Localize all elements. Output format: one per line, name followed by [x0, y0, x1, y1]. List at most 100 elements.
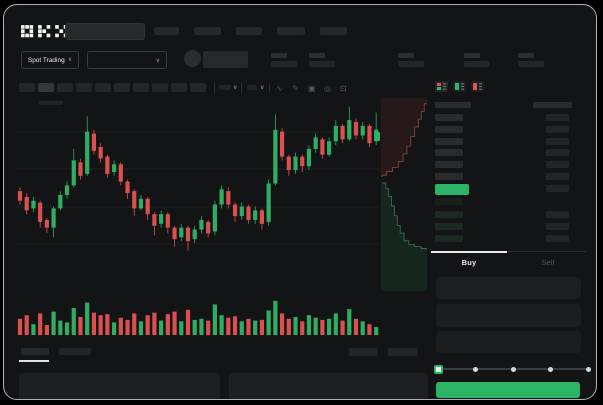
ob-bid-price[interactable]	[435, 211, 463, 218]
ticker-stat-label	[464, 53, 480, 58]
volume-bar	[266, 310, 271, 335]
volume-bar	[138, 321, 144, 335]
slider-stop-dot[interactable]	[585, 366, 591, 372]
price-input-placeholder[interactable]	[436, 277, 581, 299]
volume-bar	[44, 324, 49, 335]
timeframe-button[interactable]	[57, 83, 73, 92]
ob-ask-price[interactable]	[435, 161, 463, 168]
candle-up	[239, 206, 244, 217]
buy-button[interactable]	[436, 382, 580, 398]
ob-ask-amount	[546, 161, 569, 168]
volume-bar	[192, 319, 197, 335]
timeframe-button[interactable]	[114, 83, 130, 92]
nav-item-placeholder[interactable]	[236, 27, 262, 35]
volume-bar	[111, 322, 117, 335]
slider-stop-dot[interactable]	[473, 366, 478, 372]
timeframe-buttons	[19, 83, 206, 92]
candle-down	[44, 219, 49, 228]
fullscreen-icon[interactable]: ⊡	[340, 84, 347, 93]
ob-ask-price[interactable]	[435, 138, 463, 145]
volume-bar	[360, 321, 365, 335]
nav-item-placeholder[interactable]	[154, 27, 179, 35]
orders-tab-active[interactable]	[21, 348, 49, 355]
orders-action-button[interactable]	[388, 348, 418, 356]
candle-down	[340, 125, 345, 140]
volume-bar	[253, 320, 258, 335]
depth-chart[interactable]	[381, 98, 429, 291]
chevron-down-icon[interactable]: ∨	[260, 85, 265, 91]
ob-ask-price[interactable]	[435, 173, 463, 180]
pair-selector-dropdown[interactable]: ∨	[87, 51, 167, 69]
volume-bar	[31, 324, 36, 335]
last-price-tag	[375, 132, 380, 141]
nav-menu	[154, 27, 347, 35]
volume-bar	[58, 320, 63, 335]
screenshot-icon[interactable]: ▣	[308, 84, 316, 93]
ticker-stat-label	[518, 53, 534, 58]
volume-bar	[125, 319, 130, 335]
ob-ask-price[interactable]	[435, 114, 463, 121]
ob-bid-price[interactable]	[435, 223, 463, 230]
chart-style-dropdown[interactable]	[247, 85, 257, 90]
last-price-placeholder	[203, 51, 248, 68]
total-input-placeholder[interactable]	[436, 331, 581, 353]
ob-last-price[interactable]	[435, 184, 469, 195]
ob-ask-amount	[546, 173, 569, 180]
volume-bar	[259, 319, 265, 335]
ob-bid-price[interactable]	[435, 235, 463, 242]
timeframe-button[interactable]	[133, 83, 149, 92]
settings-icon[interactable]: ◎	[324, 84, 331, 93]
ob-bid-price[interactable]	[435, 198, 463, 205]
timeframe-button[interactable]	[38, 83, 54, 92]
candle-up	[159, 214, 164, 224]
timeframe-button[interactable]	[76, 83, 92, 92]
book-combined-icon[interactable]	[435, 81, 448, 92]
ob-ask-price[interactable]	[435, 149, 463, 156]
nav-item-placeholder[interactable]	[320, 27, 347, 35]
slider-stop-dot[interactable]	[548, 366, 553, 372]
coin-icon	[184, 50, 201, 67]
indicator-dropdown[interactable]	[219, 85, 231, 90]
amount-input-placeholder[interactable]	[436, 304, 581, 327]
candle-up	[360, 125, 365, 136]
slider-handle[interactable]	[433, 364, 443, 374]
tab-sell[interactable]: Sell	[541, 258, 555, 267]
candle-down	[105, 156, 110, 174]
volume-bar	[206, 320, 211, 335]
market-type-dropdown[interactable]: Spot Trading ∨	[21, 51, 79, 69]
nav-item-placeholder[interactable]	[277, 27, 305, 35]
candle-down	[286, 156, 291, 171]
candle-down	[367, 125, 372, 144]
ob-ask-price[interactable]	[435, 126, 463, 133]
volume-bar	[118, 317, 123, 335]
timeframe-button[interactable]	[190, 83, 206, 92]
timeframe-button[interactable]	[95, 83, 111, 92]
tab-buy[interactable]: Buy	[461, 258, 477, 267]
candle-up	[253, 210, 258, 220]
timeframe-button[interactable]	[19, 83, 35, 92]
orders-tab-history[interactable]	[59, 348, 91, 355]
line-type-icon[interactable]: ∿	[276, 84, 283, 93]
nav-item-placeholder[interactable]	[194, 27, 221, 35]
candle-down	[259, 210, 265, 224]
search-input[interactable]	[65, 23, 145, 40]
volume-bar	[165, 314, 170, 335]
volume-bar	[367, 324, 372, 335]
okx-logo[interactable]	[21, 25, 68, 38]
ob-header-price	[435, 102, 471, 108]
book-sell-icon[interactable]	[471, 81, 484, 92]
volume-bar	[300, 321, 305, 335]
timeframe-button[interactable]	[171, 83, 187, 92]
chevron-down-icon[interactable]: ∨	[233, 85, 238, 91]
volume-bar	[306, 315, 312, 335]
candlestick-chart[interactable]	[16, 99, 379, 291]
volume-chart[interactable]	[16, 297, 379, 335]
timeframe-button[interactable]	[152, 83, 168, 92]
draw-tool-icon[interactable]: ✎	[292, 84, 299, 93]
candle-down	[165, 214, 170, 228]
volume-bar	[17, 318, 23, 335]
slider-stop-dot[interactable]	[510, 366, 516, 372]
book-buy-icon[interactable]	[453, 81, 466, 92]
orders-action-button[interactable]	[349, 348, 378, 356]
candle-up	[327, 141, 332, 155]
